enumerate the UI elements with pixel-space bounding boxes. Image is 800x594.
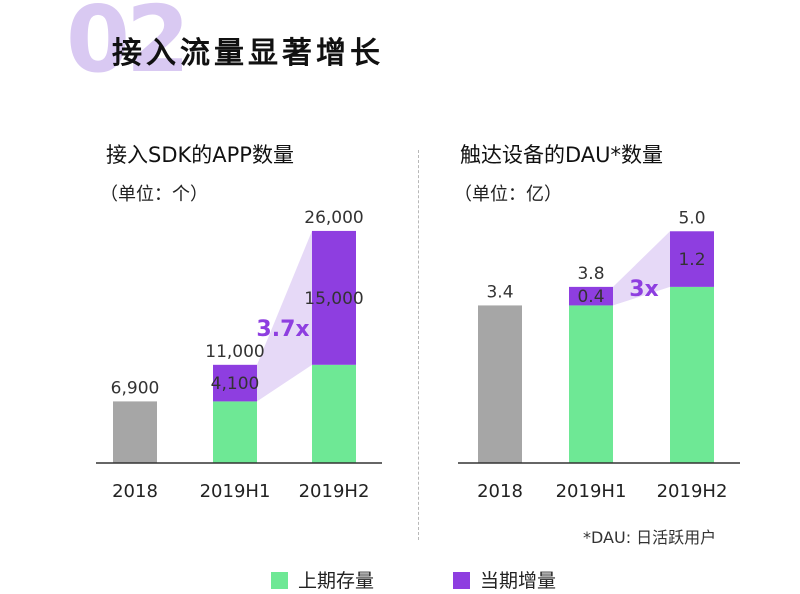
x-tick-label: 2019H1 <box>556 481 627 502</box>
footnote: *DAU: 日活跃用户 <box>583 528 717 547</box>
bar-base <box>312 364 356 463</box>
bar-increment <box>312 230 356 365</box>
legend-label-existing: 上期存量 <box>298 570 375 592</box>
data-label-increment: 1.2 <box>678 250 705 270</box>
growth-band <box>257 230 312 402</box>
data-label-total: 3.8 <box>577 264 604 284</box>
bar-base <box>478 305 522 463</box>
x-tick-label: 2019H1 <box>200 481 271 502</box>
chart-subtitle: （单位：个） <box>100 184 208 205</box>
section-header: 02 接入流量显著增长 <box>0 0 800 100</box>
data-label-increment: 4,100 <box>211 374 260 394</box>
section-number: 02 <box>66 0 190 93</box>
chart-subtitle: （单位：亿） <box>454 184 562 205</box>
bar-increment <box>213 364 257 402</box>
chart-divider <box>418 150 419 540</box>
bar-base <box>213 401 257 463</box>
x-tick-label: 2019H2 <box>299 481 370 502</box>
data-label-total: 5.0 <box>678 208 705 228</box>
bar-base <box>670 286 714 463</box>
data-label-total: 6,900 <box>111 378 160 398</box>
chart-title: 触达设备的DAU*数量 <box>460 143 663 167</box>
data-label-increment: 15,000 <box>304 289 363 309</box>
x-tick-label: 2018 <box>477 481 523 502</box>
bar-base <box>113 401 157 463</box>
bar-increment <box>670 231 714 287</box>
legend-item-existing: 上期存量 <box>271 566 374 593</box>
legend-swatch-increment <box>453 572 470 589</box>
growth-label: 3.7x <box>256 317 309 342</box>
x-tick-label: 2018 <box>112 481 158 502</box>
section-title: 接入流量显著增长 <box>112 36 384 71</box>
bar-base <box>569 305 613 463</box>
data-label-total: 26,000 <box>304 208 363 228</box>
bar-increment <box>569 286 613 306</box>
growth-band <box>613 231 670 306</box>
growth-label: 3x <box>629 277 659 302</box>
data-label-increment: 0.4 <box>577 287 604 307</box>
legend-item-increment: 当期增量 <box>453 566 556 593</box>
data-label-total: 11,000 <box>205 342 264 362</box>
chart-title: 接入SDK的APP数量 <box>106 143 294 167</box>
legend-label-increment: 当期增量 <box>480 570 557 592</box>
data-label-total: 3.4 <box>486 282 513 302</box>
legend-swatch-existing <box>271 572 288 589</box>
x-tick-label: 2019H2 <box>657 481 728 502</box>
